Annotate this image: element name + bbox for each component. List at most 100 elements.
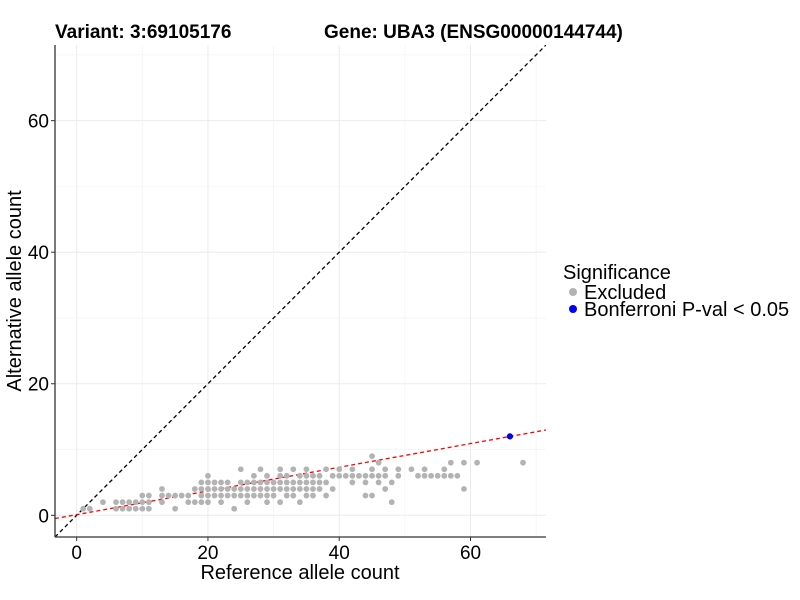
data-point-excluded [250,472,257,479]
y-tick-label: 60 [28,112,49,133]
x-axis-label: Reference allele count [200,562,399,584]
data-point-excluded [198,486,205,492]
data-point-excluded [382,466,389,473]
legend-label-significant: Bonferroni P-val < 0.05 [584,299,789,321]
tick-labels: 0 20 40 60 0 20 40 60 [28,112,481,564]
data-point-excluded [198,479,205,486]
data-point-excluded [296,472,303,479]
data-point-excluded [178,492,185,499]
data-point-excluded [159,486,165,492]
data-point-excluded [270,479,277,486]
data-point-excluded [356,472,362,479]
data-point-excluded [198,492,205,499]
data-point-excluded [270,486,277,492]
data-point-excluded [126,505,133,512]
data-point-excluded [323,466,330,473]
data-point-excluded [461,486,467,492]
data-point-excluded [329,472,336,479]
x-tick-label: 20 [197,543,218,564]
data-point-excluded [185,499,192,506]
data-point-excluded [290,492,297,499]
data-point-excluded [349,479,356,486]
data-point-excluded [408,466,415,473]
data-point-excluded [415,472,421,479]
data-point-excluded [218,479,224,486]
data-point-excluded [224,492,231,499]
data-point-excluded [257,492,264,499]
legend-swatch-excluded [569,288,577,296]
data-point-excluded [277,499,284,506]
data-point-excluded [159,492,165,499]
data-point-excluded [264,479,270,486]
data-point-excluded [369,453,375,459]
data-point-excluded [119,499,126,506]
data-point-excluded [283,492,290,499]
data-point-excluded [388,479,395,486]
x-tick-label: 0 [71,543,82,564]
data-point-excluded [244,486,251,492]
data-point-excluded [257,479,264,486]
data-point-excluded [224,486,231,492]
data-point-excluded [205,499,211,506]
data-point-excluded [369,466,375,473]
data-point-excluded [447,472,454,479]
data-point-excluded [362,472,369,479]
data-point-excluded [191,486,198,492]
data-points [80,433,526,512]
data-point-excluded [198,499,205,506]
data-point-excluded [205,472,211,479]
data-point-excluded [244,492,251,499]
x-tick-label: 40 [329,543,350,564]
data-point-excluded [231,486,238,492]
data-point-excluded [310,492,316,499]
data-point-excluded [264,472,270,479]
data-point-excluded [296,499,303,506]
data-point-excluded [441,472,448,479]
data-point-excluded [303,472,310,479]
chart-title-gene: Gene: UBA3 (ENSG00000144744) [324,22,623,43]
data-point-excluded [205,479,211,486]
data-point-excluded [283,486,290,492]
data-point-excluded [362,492,369,499]
data-point-excluded [145,492,152,499]
data-point-excluded [323,479,330,486]
data-point-excluded [375,459,382,466]
data-point-excluded [257,466,264,473]
data-point-excluded [441,466,448,473]
data-point-excluded [296,479,303,486]
data-point-excluded [369,472,375,479]
fit-line [55,429,546,520]
data-point-excluded [237,466,244,473]
data-point-excluded [296,486,303,492]
data-point-excluded [461,459,467,466]
data-point-excluded [316,486,323,492]
data-point-excluded [211,492,218,499]
data-point-excluded [126,499,133,506]
data-point-excluded [303,479,310,486]
data-point-excluded [264,499,270,506]
data-point-excluded [277,472,284,479]
identity-line [55,45,546,537]
data-point-significant [506,433,514,440]
data-point-excluded [388,499,395,506]
data-point-excluded [520,459,526,466]
data-point-excluded [172,492,179,499]
data-point-excluded [132,499,139,506]
data-point-excluded [447,459,454,466]
reference-lines [55,45,546,537]
data-point-excluded [159,499,165,506]
data-point-excluded [303,466,310,473]
data-point-excluded [290,466,297,473]
data-point-excluded [237,479,244,486]
data-point-excluded [474,459,480,466]
legend: Significance Excluded Bonferroni P-val <… [563,262,789,321]
data-point-excluded [80,505,87,512]
data-point-excluded [218,492,224,499]
data-point-excluded [211,479,218,486]
data-point-excluded [382,472,389,479]
data-point-excluded [165,492,172,499]
chart-title-variant: Variant: 3:69105176 [55,22,231,43]
data-point-excluded [250,492,257,499]
data-point-excluded [257,486,264,492]
data-point-excluded [375,472,382,479]
